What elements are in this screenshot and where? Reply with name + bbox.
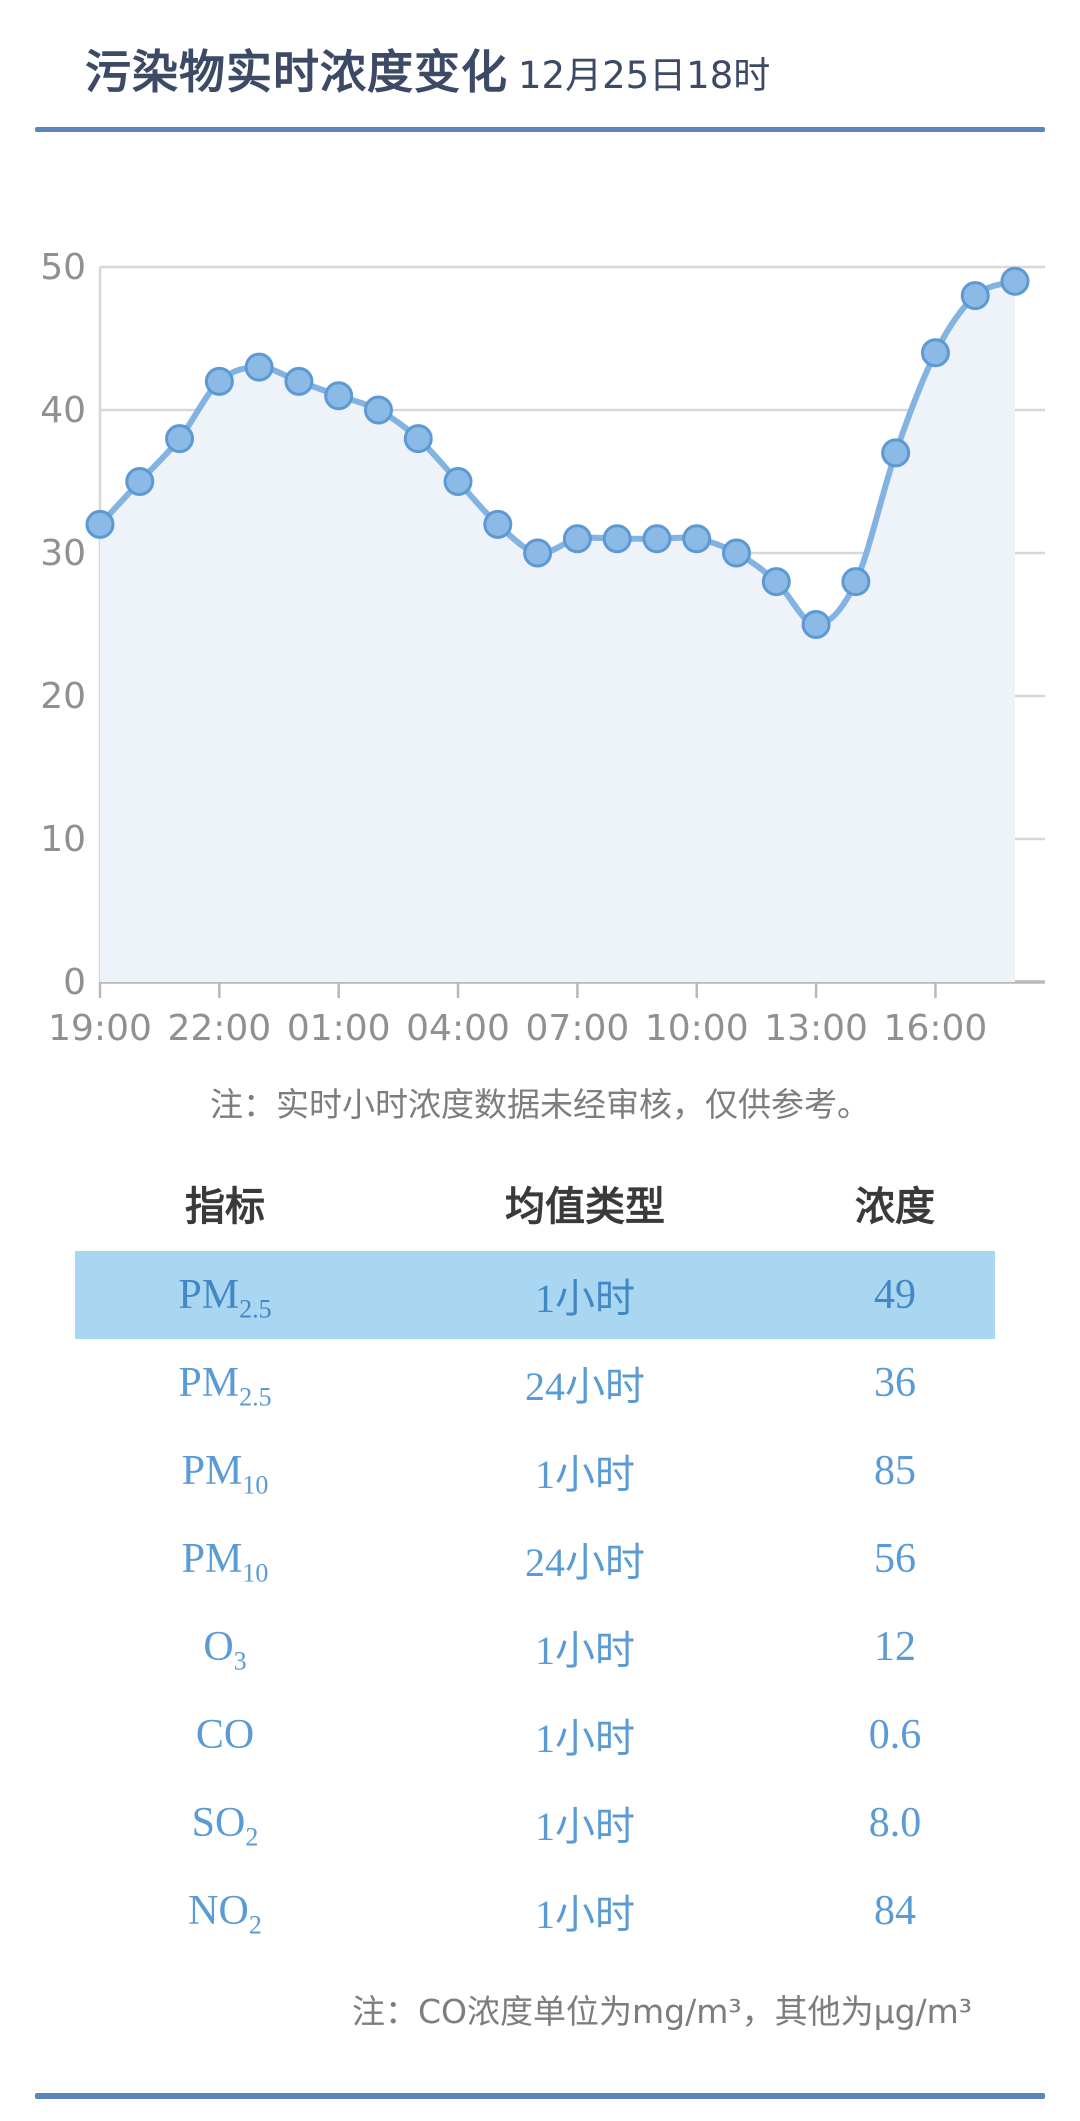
data-point[interactable]	[85, 509, 115, 539]
table-row[interactable]: PM10 1小时 85	[75, 1427, 995, 1515]
concentration-line-chart: 0 10 20 30 40 50 19:00 22:00 01:00 04:00 07:00 10:0…	[40, 247, 1045, 1049]
table-row[interactable]: NO2 1小时 84	[75, 1867, 995, 1955]
concentration-cell: 84	[874, 1888, 916, 1934]
indicator-cell: PM2.5	[178, 1272, 272, 1324]
avg-type-cell: 1小时	[535, 1628, 635, 1673]
data-point[interactable]	[523, 538, 553, 568]
col-header-concentration: 浓度	[855, 1183, 935, 1230]
x-tick-label: 22:00	[167, 1008, 271, 1049]
data-point[interactable]	[165, 424, 195, 454]
y-tick-label: 50	[40, 247, 86, 288]
page-title-text: 污染物实时浓度变化	[85, 45, 508, 99]
indicator-cell: NO2	[188, 1888, 262, 1940]
x-tick-label: 16:00	[884, 1008, 988, 1049]
indicator-cell: PM10	[181, 1448, 269, 1500]
concentration-cell: 12	[874, 1624, 916, 1670]
x-tick-label: 10:00	[645, 1008, 749, 1049]
table-row[interactable]: SO2 1小时 8.0	[75, 1779, 995, 1867]
concentration-cell: 56	[874, 1536, 916, 1582]
concentration-cell: 85	[874, 1448, 916, 1494]
y-tick-label: 0	[63, 962, 86, 1003]
data-point[interactable]	[801, 610, 831, 639]
avg-type-cell: 1小时	[535, 1716, 635, 1761]
concentration-cell: 36	[874, 1360, 916, 1406]
concentration-cell: 8.0	[868, 1800, 922, 1846]
data-point[interactable]	[960, 281, 990, 311]
page-title: 污染物实时浓度变化 12月25日18时	[85, 36, 1045, 102]
data-point[interactable]	[324, 381, 354, 411]
data-point[interactable]	[722, 538, 752, 568]
bottom-rule	[35, 2093, 1045, 2099]
col-header-avg-type: 均值类型	[505, 1183, 665, 1230]
y-tick-label: 20	[40, 676, 86, 717]
data-point[interactable]	[761, 567, 791, 597]
table-body: PM2.5 1小时 49 PM2.5 24小时 36 PM10 1小时 85 P…	[75, 1251, 995, 1955]
data-point[interactable]	[284, 366, 314, 396]
x-tick-label: 04:00	[406, 1008, 510, 1049]
data-point[interactable]	[483, 509, 513, 539]
col-header-indicator: 指标	[185, 1183, 265, 1230]
y-tick-label: 40	[40, 390, 86, 431]
x-tick-label: 01:00	[287, 1008, 391, 1049]
avg-type-cell: 1小时	[535, 1452, 635, 1497]
data-point[interactable]	[920, 338, 950, 368]
data-point[interactable]	[682, 524, 712, 554]
pollutant-table: 指标 均值类型 浓度 PM2.5 1小时 49 PM2.5 24小时 36 PM…	[75, 1160, 995, 1955]
data-point[interactable]	[244, 352, 274, 382]
data-point[interactable]	[443, 467, 473, 496]
indicator-cell: SO2	[191, 1800, 259, 1852]
data-point[interactable]	[881, 438, 911, 468]
y-tick-label: 30	[40, 533, 86, 574]
data-point[interactable]	[204, 366, 234, 396]
x-tick-label: 13:00	[764, 1008, 868, 1049]
area-fill	[100, 281, 1015, 982]
x-tick-label: 07:00	[526, 1008, 630, 1049]
data-point[interactable]	[1000, 266, 1030, 296]
table-header-row: 指标 均值类型 浓度	[75, 1160, 995, 1245]
data-point[interactable]	[125, 467, 155, 496]
table-row[interactable]: PM2.5 24小时 36	[75, 1339, 995, 1427]
indicator-cell: PM2.5	[178, 1360, 272, 1412]
x-tick-label: 19:00	[48, 1008, 152, 1049]
avg-type-cell: 1小时	[535, 1892, 635, 1937]
title-underline	[35, 127, 1045, 132]
indicator-cell: CO	[195, 1712, 255, 1758]
unit-note: 注：CO浓度单位为mg/m³，其他为μg/m³	[352, 1992, 973, 2031]
table-row[interactable]: PM2.5 1小时 49	[75, 1251, 995, 1339]
avg-type-cell: 1小时	[535, 1276, 635, 1321]
concentration-cell: 49	[874, 1272, 916, 1318]
table-row[interactable]: CO 1小时 0.6	[75, 1691, 995, 1779]
data-point[interactable]	[562, 524, 592, 554]
avg-type-cell: 24小时	[525, 1364, 645, 1409]
data-point[interactable]	[363, 395, 393, 425]
concentration-cell: 0.6	[868, 1712, 922, 1758]
data-point[interactable]	[841, 567, 871, 597]
table-row[interactable]: O3 1小时 12	[75, 1603, 995, 1691]
data-point[interactable]	[403, 424, 433, 454]
indicator-cell: PM10	[181, 1536, 269, 1588]
avg-type-cell: 24小时	[525, 1540, 645, 1585]
indicator-cell: O3	[203, 1624, 247, 1676]
data-point[interactable]	[642, 524, 672, 554]
data-point[interactable]	[602, 524, 632, 554]
y-tick-label: 10	[40, 819, 86, 860]
table-row[interactable]: PM10 24小时 56	[75, 1515, 995, 1603]
page-title-datetime: 12月25日18时	[518, 54, 771, 97]
chart-disclaimer-note: 注：实时小时浓度数据未经审核，仅供参考。	[210, 1085, 870, 1124]
avg-type-cell: 1小时	[535, 1804, 635, 1849]
